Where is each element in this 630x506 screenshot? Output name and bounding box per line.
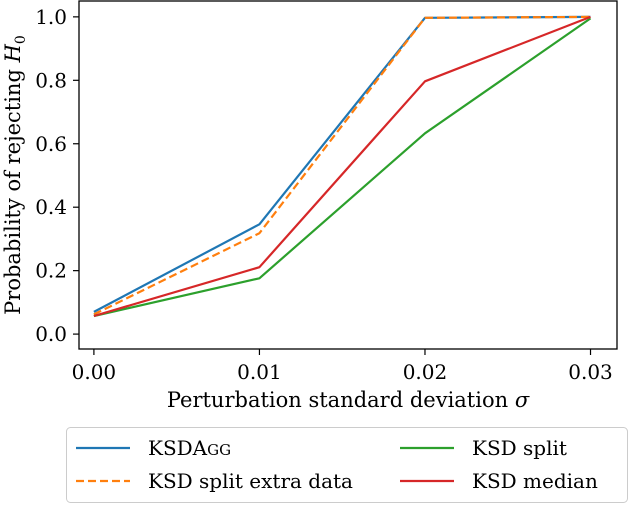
x-axis-label: Perturbation standard deviation σ <box>167 388 530 412</box>
plot-frame <box>78 0 618 350</box>
x-tick-label: 0.02 <box>403 360 448 384</box>
legend-label-ksd-median: KSD median <box>472 469 598 493</box>
legend-label-ksdagg: KSDAGG <box>148 436 231 460</box>
y-axis-ticks: 0.0 0.2 0.4 0.6 0.8 1.0 <box>35 5 79 346</box>
series-line-ksd-split-extra-data <box>93 15 591 316</box>
legend-entry-ksd-median: KSD median <box>400 469 598 493</box>
y-tick-label: 0.8 <box>35 68 67 92</box>
x-axis-ticks: 0.00 0.01 0.02 0.03 <box>72 349 613 384</box>
legend-entry-ksdagg: KSDAGG <box>76 436 231 460</box>
legend-label-ksd-split: KSD split <box>472 436 567 460</box>
x-tick-label: 0.00 <box>72 360 117 384</box>
y-axis-label: Probability of rejecting H0 <box>1 35 29 315</box>
y-tick-label: 1.0 <box>35 5 67 29</box>
y-tick-label: 0.6 <box>35 132 67 156</box>
plot-lines <box>93 15 592 318</box>
legend-entry-ksd-split: KSD split <box>400 436 567 460</box>
x-tick-label: 0.03 <box>568 360 613 384</box>
series-line-ksd-split <box>93 17 592 318</box>
y-tick-label: 0.2 <box>35 259 67 283</box>
series-line-ksdagg <box>93 15 591 313</box>
legend-frame <box>66 427 628 503</box>
legend-entry-ksd-split-extra-data: KSD split extra data <box>76 469 353 493</box>
y-tick-label: 0.4 <box>35 195 67 219</box>
series-line-ksd-median <box>93 15 591 318</box>
legend: KSDAGG KSD split extra data KSD split KS… <box>66 427 628 503</box>
x-tick-label: 0.01 <box>237 360 282 384</box>
legend-label-ksd-split-extra-data: KSD split extra data <box>148 469 353 493</box>
y-tick-label: 0.0 <box>35 322 67 346</box>
